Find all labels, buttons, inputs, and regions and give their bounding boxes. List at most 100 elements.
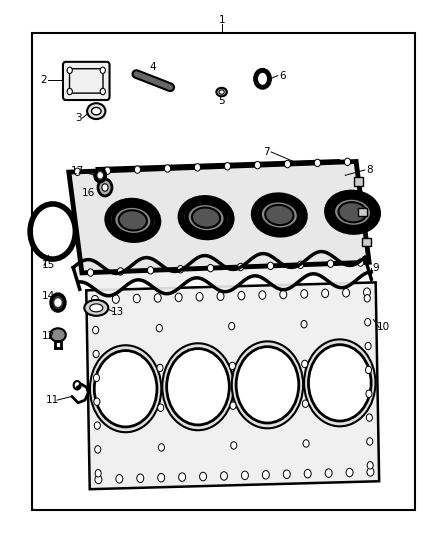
Text: 10: 10	[377, 322, 390, 333]
Ellipse shape	[90, 304, 103, 312]
Polygon shape	[73, 252, 371, 296]
Ellipse shape	[339, 202, 367, 222]
Circle shape	[328, 260, 334, 268]
Circle shape	[365, 366, 371, 374]
Circle shape	[366, 414, 372, 421]
Text: 1: 1	[219, 15, 226, 25]
Circle shape	[117, 268, 124, 275]
Text: 15: 15	[42, 261, 55, 270]
Circle shape	[175, 293, 182, 302]
Circle shape	[100, 67, 106, 74]
Circle shape	[94, 398, 100, 406]
Ellipse shape	[119, 211, 147, 230]
Ellipse shape	[84, 300, 108, 316]
Circle shape	[220, 472, 227, 480]
Circle shape	[321, 289, 328, 297]
FancyBboxPatch shape	[63, 62, 110, 100]
Ellipse shape	[181, 198, 231, 237]
Circle shape	[98, 179, 112, 196]
Circle shape	[194, 164, 201, 171]
Circle shape	[111, 171, 117, 179]
Circle shape	[208, 264, 214, 272]
Circle shape	[364, 295, 370, 302]
Circle shape	[224, 163, 230, 170]
Circle shape	[344, 158, 350, 166]
Text: 14: 14	[42, 290, 55, 301]
Circle shape	[94, 351, 157, 427]
Circle shape	[367, 462, 373, 469]
Circle shape	[93, 350, 99, 358]
Text: 4: 4	[149, 62, 156, 72]
Bar	[358, 208, 367, 216]
Circle shape	[302, 360, 308, 368]
Ellipse shape	[254, 196, 304, 234]
Circle shape	[138, 170, 144, 177]
Circle shape	[241, 471, 248, 480]
Circle shape	[92, 303, 98, 310]
Circle shape	[158, 404, 164, 411]
Text: 5: 5	[218, 96, 225, 106]
Circle shape	[164, 165, 170, 172]
Text: 6: 6	[279, 70, 286, 80]
Circle shape	[284, 160, 290, 168]
Circle shape	[191, 168, 197, 176]
Circle shape	[304, 340, 375, 426]
Circle shape	[217, 167, 223, 175]
Circle shape	[365, 342, 371, 350]
Circle shape	[217, 292, 224, 301]
Circle shape	[92, 295, 99, 304]
Circle shape	[200, 472, 207, 481]
Circle shape	[164, 169, 170, 177]
Circle shape	[166, 349, 230, 425]
Text: 8: 8	[366, 165, 372, 175]
Text: 11: 11	[46, 395, 60, 405]
Circle shape	[156, 325, 162, 332]
Circle shape	[254, 161, 261, 169]
Circle shape	[346, 469, 353, 477]
Circle shape	[95, 470, 101, 477]
Ellipse shape	[265, 205, 293, 225]
Circle shape	[67, 88, 72, 95]
Circle shape	[366, 390, 372, 398]
Circle shape	[304, 470, 311, 478]
Text: 7: 7	[264, 147, 270, 157]
Circle shape	[95, 475, 102, 483]
Polygon shape	[69, 161, 369, 273]
Circle shape	[90, 345, 161, 432]
Circle shape	[280, 290, 287, 298]
Text: 17: 17	[71, 166, 84, 176]
Ellipse shape	[219, 90, 224, 94]
Ellipse shape	[260, 200, 299, 230]
Circle shape	[232, 341, 303, 429]
Circle shape	[262, 471, 269, 479]
Circle shape	[55, 299, 61, 306]
Circle shape	[93, 374, 99, 382]
Circle shape	[301, 320, 307, 328]
Circle shape	[367, 438, 373, 445]
Circle shape	[367, 467, 374, 476]
Circle shape	[231, 442, 237, 449]
Circle shape	[159, 444, 164, 451]
Circle shape	[102, 184, 108, 191]
Text: 2: 2	[41, 75, 47, 85]
Circle shape	[303, 440, 309, 447]
Circle shape	[88, 269, 94, 276]
Circle shape	[51, 294, 65, 311]
Circle shape	[158, 473, 165, 482]
Ellipse shape	[113, 206, 152, 235]
Circle shape	[116, 474, 123, 483]
Ellipse shape	[192, 207, 220, 228]
Circle shape	[364, 318, 371, 326]
Circle shape	[364, 288, 371, 296]
Bar	[32, 33, 415, 511]
Polygon shape	[86, 282, 379, 489]
Ellipse shape	[108, 201, 158, 239]
Circle shape	[325, 469, 332, 478]
Circle shape	[113, 295, 119, 303]
Circle shape	[255, 70, 269, 87]
Circle shape	[230, 402, 236, 409]
Circle shape	[244, 167, 250, 174]
Circle shape	[95, 446, 101, 453]
Text: 12: 12	[41, 332, 55, 342]
Circle shape	[323, 164, 329, 172]
